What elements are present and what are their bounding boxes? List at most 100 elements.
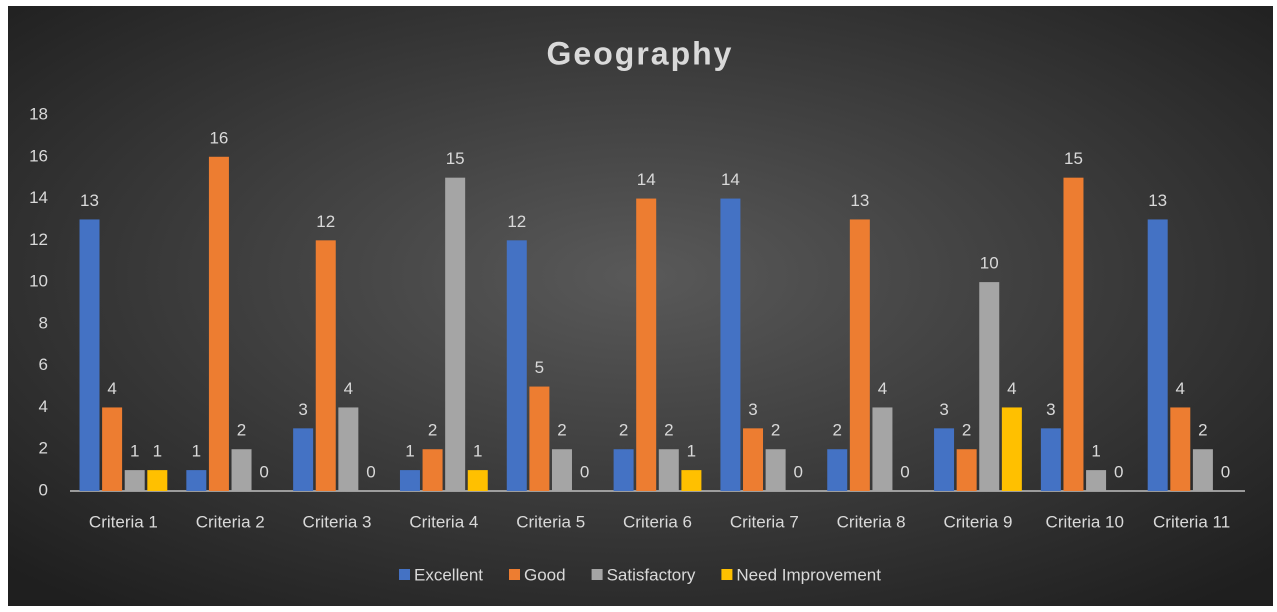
- bar: [1040, 428, 1061, 491]
- data-label: 2: [833, 421, 842, 440]
- bar: [849, 219, 870, 491]
- data-label: 13: [1148, 191, 1167, 210]
- y-tick-label: 12: [29, 230, 48, 249]
- bar: [743, 428, 764, 491]
- data-label: 0: [793, 462, 802, 481]
- x-tick-label: Criteria 4: [409, 512, 478, 531]
- bar: [613, 449, 634, 491]
- data-label: 0: [366, 462, 375, 481]
- data-label: 1: [153, 442, 162, 461]
- data-label: 2: [771, 421, 780, 440]
- bar: [79, 219, 100, 491]
- x-tick-label: Criteria 5: [516, 512, 585, 531]
- data-label: 0: [900, 462, 909, 481]
- data-label: 2: [619, 421, 628, 440]
- bar: [765, 449, 786, 491]
- bar: [1170, 407, 1191, 491]
- data-label: 1: [192, 442, 201, 461]
- bar: [1147, 219, 1168, 491]
- data-label: 15: [1064, 149, 1083, 168]
- bar: [956, 449, 977, 491]
- data-label: 2: [962, 421, 971, 440]
- y-tick-label: 2: [39, 439, 48, 458]
- bar: [529, 386, 550, 491]
- bar: [1063, 177, 1084, 491]
- legend-label: Excellent: [414, 565, 483, 584]
- bar: [506, 240, 527, 491]
- data-label: 0: [1221, 462, 1230, 481]
- data-label: 3: [298, 400, 307, 419]
- bar: [147, 470, 168, 491]
- data-label: 1: [687, 442, 696, 461]
- bar: [338, 407, 359, 491]
- legend-swatch: [721, 569, 733, 580]
- data-label: 2: [428, 421, 437, 440]
- bar: [872, 407, 893, 491]
- bar: [102, 407, 123, 491]
- bar: [1192, 449, 1213, 491]
- bar: [315, 240, 336, 491]
- legend-label: Satisfactory: [607, 565, 696, 584]
- bar: [934, 428, 955, 491]
- bar: [231, 449, 252, 491]
- data-label: 1: [130, 442, 139, 461]
- bar: [1086, 470, 1107, 491]
- data-label: 13: [850, 191, 869, 210]
- x-tick-label: Criteria 10: [1046, 512, 1124, 531]
- legend-swatch: [509, 569, 520, 580]
- bar: [720, 198, 741, 492]
- x-tick-label: Criteria 2: [196, 512, 265, 531]
- y-tick-label: 10: [29, 272, 48, 291]
- x-tick-label: Criteria 11: [1153, 512, 1230, 531]
- data-label: 2: [237, 421, 246, 440]
- data-label: 1: [1091, 442, 1100, 461]
- y-tick-label: 4: [39, 397, 48, 416]
- legend-label: Need Improvement: [736, 565, 881, 584]
- bar: [1001, 407, 1022, 491]
- data-label: 4: [107, 379, 116, 398]
- y-tick-label: 16: [29, 146, 48, 165]
- chart-title: Geography: [547, 35, 734, 71]
- data-label: 0: [1114, 462, 1123, 481]
- data-label: 4: [878, 379, 887, 398]
- data-label: 10: [980, 254, 999, 273]
- bar: [467, 470, 488, 491]
- bar: [124, 470, 145, 491]
- data-label: 12: [316, 212, 335, 231]
- data-label: 4: [1176, 379, 1185, 398]
- x-tick-label: Criteria 7: [730, 512, 799, 531]
- y-tick-label: 8: [39, 313, 48, 332]
- data-label: 0: [259, 462, 268, 481]
- x-tick-label: Criteria 3: [303, 512, 372, 531]
- legend-swatch: [399, 569, 411, 580]
- bar: [681, 470, 702, 491]
- bar: [422, 449, 443, 491]
- data-label: 2: [557, 421, 566, 440]
- legend-swatch: [591, 569, 603, 580]
- bar: [208, 156, 229, 491]
- bar: [445, 177, 466, 491]
- data-label: 1: [405, 442, 414, 461]
- bar: [551, 449, 572, 491]
- x-tick-label: Criteria 1: [89, 512, 158, 531]
- y-tick-label: 6: [39, 355, 48, 374]
- x-tick-label: Criteria 6: [623, 512, 692, 531]
- bar: [186, 470, 207, 491]
- data-label: 0: [580, 462, 589, 481]
- x-tick-label: Criteria 8: [837, 512, 906, 531]
- x-tick-label: Criteria 9: [943, 512, 1012, 531]
- data-label: 15: [446, 149, 465, 168]
- y-tick-label: 0: [39, 480, 48, 499]
- data-label: 3: [1046, 400, 1055, 419]
- y-tick-label: 14: [29, 188, 48, 207]
- bar: [636, 198, 657, 492]
- bar: [658, 449, 679, 491]
- y-tick-label: 18: [29, 104, 48, 123]
- data-label: 14: [637, 170, 656, 189]
- data-label: 2: [1198, 421, 1207, 440]
- bar: [827, 449, 848, 491]
- data-label: 13: [80, 191, 99, 210]
- bar: [293, 428, 314, 491]
- data-label: 12: [507, 212, 526, 231]
